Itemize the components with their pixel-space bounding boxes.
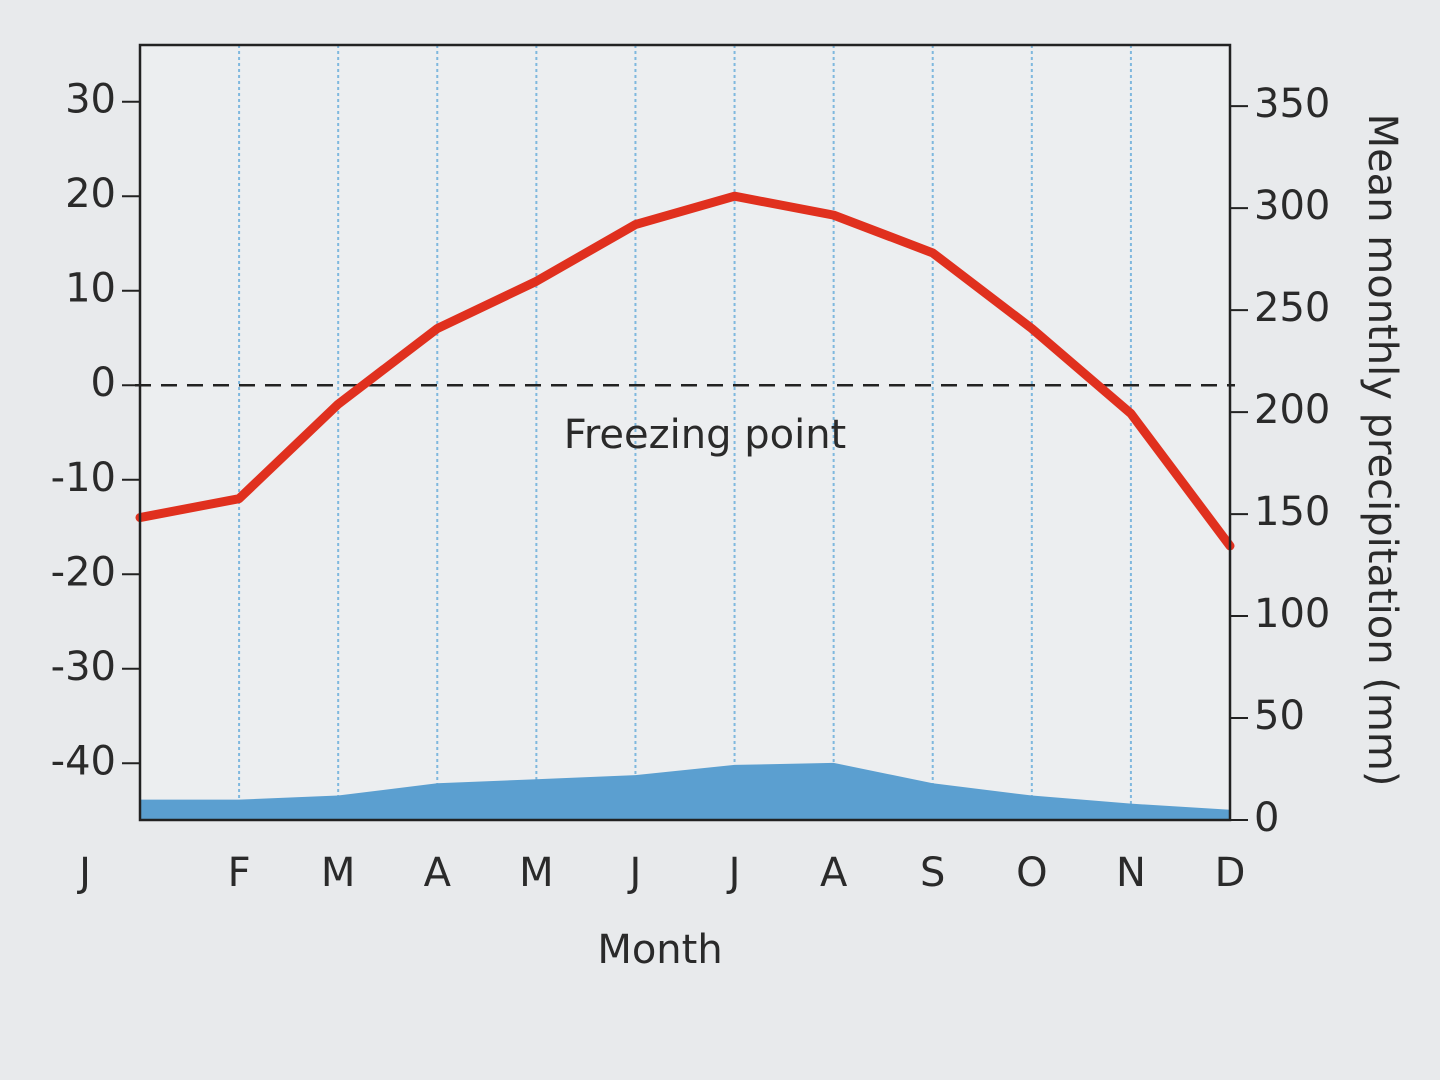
x-tick-label: N xyxy=(1116,850,1146,896)
y2-tick-label: 300 xyxy=(1254,183,1330,229)
x-tick-label: J xyxy=(627,850,642,896)
plot-frame xyxy=(138,43,1232,822)
y-tick-label: 0 xyxy=(91,360,116,406)
y-tick-label: 10 xyxy=(65,266,116,312)
x-tick-label: M xyxy=(519,850,554,896)
y-tick-label: -20 xyxy=(51,549,116,595)
y2-tick-label: 350 xyxy=(1254,81,1330,127)
y2-axis-label: Mean monthly precipitation (mm) xyxy=(1359,114,1405,787)
x-tick-label: A xyxy=(820,850,848,896)
x-tick-label: O xyxy=(1016,850,1047,896)
x-tick-label: J xyxy=(76,850,91,896)
y-tick-label: 30 xyxy=(65,77,116,123)
y2-tick-label: 50 xyxy=(1254,693,1305,739)
x-tick-label: A xyxy=(424,850,452,896)
y-tick-label: -40 xyxy=(51,738,116,784)
x-tick-label: F xyxy=(228,850,251,896)
x-tick-label: S xyxy=(920,850,945,896)
y2-tick-label: 0 xyxy=(1254,795,1279,841)
x-tick-label: J xyxy=(726,850,741,896)
plot-area xyxy=(140,45,1230,820)
x-tick-label: M xyxy=(321,850,356,896)
reference-label: Freezing point xyxy=(564,412,846,458)
y2-tick-label: 100 xyxy=(1254,591,1330,637)
y-tick-label: 20 xyxy=(65,171,116,217)
x-axis-label: Month xyxy=(597,927,722,973)
precipitation-area xyxy=(140,762,1230,820)
y2-tick-label: 200 xyxy=(1254,387,1330,433)
y-tick-label: -30 xyxy=(51,644,116,690)
temperature-line xyxy=(135,191,1235,551)
y-tick-label: -10 xyxy=(51,455,116,501)
y2-tick-label: 150 xyxy=(1254,489,1330,535)
x-tick-label: D xyxy=(1215,850,1246,896)
y2-tick-label: 250 xyxy=(1254,285,1330,331)
